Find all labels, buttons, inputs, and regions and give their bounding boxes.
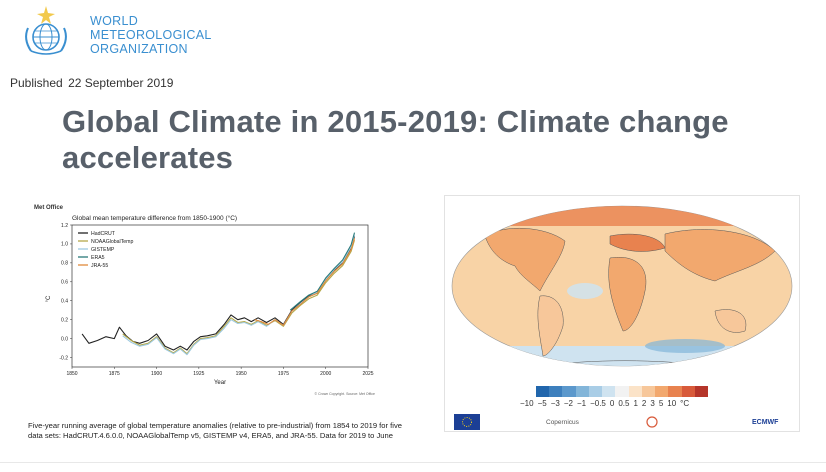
north-america-shape <box>484 228 566 292</box>
x-tick-label: 2025 <box>362 371 373 377</box>
colorbar-swatch <box>628 386 642 397</box>
series-line-hadcrut <box>81 236 356 351</box>
y-tick-label: 0.4 <box>61 299 68 305</box>
colorbar-label: 10 <box>667 399 677 408</box>
asia-shape <box>664 229 776 282</box>
copernicus-logo[interactable]: Copernicus <box>546 414 579 430</box>
southern-ocean-patch <box>645 339 725 353</box>
colorbar-label: 0 <box>609 399 615 408</box>
colorbar-label: 5 <box>658 399 664 408</box>
colorbar-label: −10 <box>520 399 534 408</box>
colorbar-label: −2 <box>563 399 573 408</box>
bottom-divider <box>0 462 826 463</box>
colorbar-swatch <box>694 386 709 397</box>
chart-legend: HadCRUT NOAAGlobalTemp GISTEMP ERA5 JRA-55 <box>78 231 133 269</box>
y-tick-label: 0.0 <box>61 336 68 342</box>
series-line-era5 <box>289 232 356 311</box>
x-tick-label: 2000 <box>320 371 331 377</box>
antarctic-cool-band <box>452 346 792 366</box>
legend-label: HadCRUT <box>91 231 116 237</box>
y-tick-label: 1.0 <box>61 242 68 248</box>
eu-flag-icon <box>454 414 480 430</box>
arctic-warm-band <box>452 206 792 226</box>
colorbar-swatch <box>536 386 550 397</box>
colorbar-swatch <box>681 386 695 397</box>
ecmwf-label: ECMWF <box>752 418 779 426</box>
x-tick-label: 1925 <box>193 371 204 377</box>
y-tick-label: 0.2 <box>61 317 68 323</box>
australia-shape <box>714 309 747 333</box>
x-tick-label: 1950 <box>236 371 247 377</box>
eu-logo[interactable] <box>454 414 480 430</box>
wmo-emblem-icon <box>25 6 67 55</box>
colorbar-swatch <box>575 386 589 397</box>
colorbar-label: 0.5 <box>618 399 630 408</box>
legend-label: GISTEMP <box>91 247 115 253</box>
organization-name[interactable]: WORLD METEOROLOGICAL ORGANIZATION <box>90 14 212 56</box>
published-line: Published 22 September 2019 <box>10 76 173 90</box>
chart-xlabel: Year <box>214 380 226 386</box>
x-tick-label: 1875 <box>109 371 120 377</box>
c3s-icon <box>646 416 658 428</box>
page-title: Global Climate in 2015-2019: Climate cha… <box>62 104 729 175</box>
y-tick-label: 0.8 <box>61 261 68 267</box>
series-line-jra-55 <box>254 238 356 326</box>
south-america-shape <box>537 295 564 357</box>
x-tick-label: 1900 <box>151 371 162 377</box>
legend-label: JRA-55 <box>91 263 108 269</box>
y-tick-label: -0.2 <box>59 355 68 361</box>
x-tick-label: 1850 <box>66 371 77 377</box>
map-colorbar <box>536 386 709 397</box>
published-date: 22 September 2019 <box>68 76 174 90</box>
temperature-chart-svg: Met Office Global mean temperature diffe… <box>34 205 376 396</box>
colorbar-swatch <box>641 386 656 397</box>
colorbar-swatch <box>615 386 629 397</box>
chart-caption: Five-year running average of global temp… <box>28 421 402 440</box>
copernicus-label: Copernicus <box>546 418 579 426</box>
colorbar-labels: −10 −5 −3 −2 −1 −0.5 0 0.5 1 2 3 5 10 °C <box>520 399 730 408</box>
chart-plot-frame <box>71 224 369 368</box>
y-tick-label: 0.6 <box>61 280 68 286</box>
colorbar-swatch <box>602 386 616 397</box>
climate-change-service-logo[interactable] <box>646 414 658 430</box>
africa-shape <box>608 257 647 332</box>
org-line-3: ORGANIZATION <box>90 42 188 56</box>
ecmwf-logo[interactable]: ECMWF <box>752 414 778 430</box>
chart-ylabel: °C <box>46 295 52 302</box>
colorbar-label: −1 <box>576 399 587 408</box>
x-tick-label: 1975 <box>278 371 289 377</box>
colorbar-label: −3 <box>550 399 560 408</box>
colorbar-swatch <box>562 386 576 397</box>
org-line-1: WORLD <box>90 14 139 28</box>
wmo-logo[interactable] <box>14 4 78 62</box>
chart-source-label: Met Office <box>34 205 64 211</box>
org-line-2: METEOROLOGICAL <box>90 28 212 42</box>
atlantic-cool-patch <box>567 283 603 299</box>
colorbar-label: −5 <box>537 399 547 408</box>
colorbar-swatch <box>588 386 603 397</box>
y-tick-label: 1.2 <box>61 223 68 229</box>
series-line-gistemp <box>122 234 356 356</box>
colorbar-label: 2 <box>641 399 647 408</box>
colorbar-label: 1 <box>633 399 638 408</box>
legend-label: NOAAGlobalTemp <box>91 239 133 245</box>
published-label: Published <box>10 76 63 90</box>
colorbar-label: −0.5 <box>590 399 606 408</box>
colorbar-swatch <box>655 386 669 397</box>
series-line-noaaglobaltemp <box>122 239 356 355</box>
legend-label: ERA5 <box>91 255 105 261</box>
chart-footer-note: © Crown Copyright. Source: Met Office <box>315 392 376 396</box>
colorbar-swatch <box>549 386 563 397</box>
chart-title: Global mean temperature difference from … <box>72 214 237 222</box>
colorbar-label: 3 <box>650 399 655 408</box>
temperature-anomaly-map <box>451 205 793 367</box>
colorbar-swatch <box>668 386 682 397</box>
temperature-chart: Met Office Global mean temperature diffe… <box>30 199 380 399</box>
colorbar-label: °C <box>680 399 690 408</box>
